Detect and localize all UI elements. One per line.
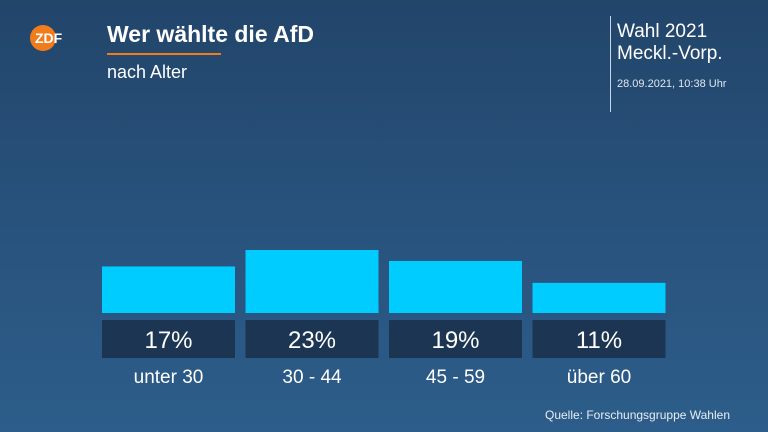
election-name: Wahl 2021: [617, 21, 708, 42]
chart-subtitle: nach Alter: [107, 62, 188, 82]
zdf-logo: ZDF: [30, 25, 63, 51]
bar-0: [102, 266, 235, 313]
category-label-1: 30 - 44: [282, 367, 342, 388]
zdf-logo-text: ZDF: [35, 30, 63, 46]
value-box-1: [245, 320, 379, 358]
value-label-0: 17%: [144, 327, 192, 354]
category-label-3: über 60: [567, 367, 631, 388]
value-label-2: 19%: [431, 327, 479, 354]
election-region: Meckl.-Vorp.: [617, 43, 723, 64]
title-underline: [107, 53, 221, 55]
category-label-2: 45 - 59: [426, 367, 485, 388]
election-info: Wahl 2021 Meckl.-Vorp.: [617, 21, 723, 65]
header-divider: [610, 16, 611, 112]
value-box-3: [532, 320, 666, 358]
bar-2: [389, 260, 522, 313]
value-box-2: [389, 320, 522, 358]
category-label-0: unter 30: [134, 367, 204, 388]
source-note: Quelle: Forschungsgruppe Wahlen: [545, 408, 730, 422]
timestamp: 28.09.2021, 10:38 Uhr: [617, 78, 727, 90]
value-label-1: 23%: [288, 327, 336, 354]
bar-3: [532, 282, 666, 313]
chart-title: Wer wählte die AfD: [107, 21, 315, 47]
value-label-3: 11%: [576, 327, 622, 354]
bar-1: [245, 250, 379, 313]
value-box-0: [102, 320, 235, 358]
